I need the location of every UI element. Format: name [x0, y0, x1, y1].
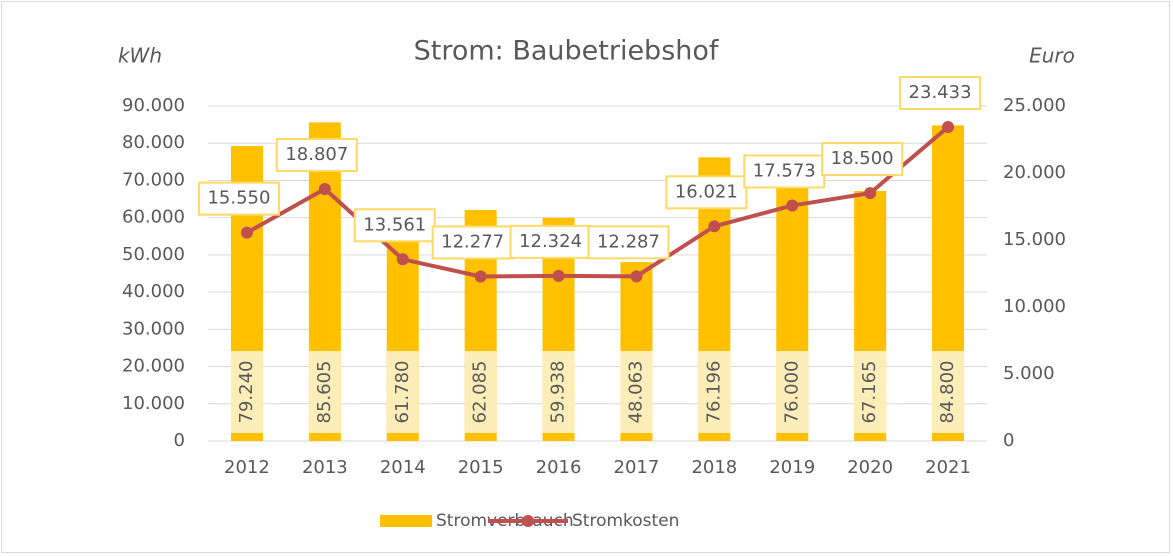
- line-marker: [942, 120, 955, 133]
- y-tick-label: 90.000: [122, 95, 185, 116]
- y-tick-label: 40.000: [122, 281, 185, 302]
- y2-tick-label: 0: [1003, 430, 1014, 451]
- line-marker: [708, 220, 721, 233]
- bar-label: 48.063: [625, 361, 646, 424]
- line-label: 12.324: [519, 231, 582, 252]
- y-tick-label: 10.000: [122, 393, 185, 414]
- bar-label-box: [932, 351, 965, 433]
- y-tick-label: 60.000: [122, 207, 185, 228]
- x-tick-label: 2021: [925, 457, 971, 478]
- line-label: 12.277: [441, 231, 504, 252]
- bar-label: 59.938: [548, 361, 569, 424]
- bar-label-box: [386, 351, 419, 433]
- bar-label: 76.000: [781, 361, 802, 424]
- bar-label: 79.240: [236, 361, 257, 424]
- line-label: 18.807: [285, 144, 348, 165]
- line-marker: [864, 187, 877, 200]
- bar-label-box: [464, 351, 497, 433]
- bar-label-box: [698, 351, 731, 433]
- x-tick-label: 2015: [458, 457, 504, 478]
- line-marker: [240, 226, 253, 239]
- bar-label: 76.196: [703, 361, 724, 424]
- line-label: 18.500: [831, 148, 894, 169]
- bar-label: 61.780: [392, 361, 413, 424]
- y2-axis-label: Euro: [1029, 44, 1075, 68]
- line-label: 23.433: [909, 82, 972, 103]
- line-label-box: [587, 225, 670, 260]
- y2-tick-label: 25.000: [1003, 95, 1066, 116]
- bar-label: 85.605: [314, 361, 335, 424]
- line-marker: [474, 270, 487, 283]
- legend-marker: [522, 515, 534, 527]
- legend-swatch: [380, 515, 432, 527]
- line-marker: [630, 270, 643, 283]
- y-tick-label: 70.000: [122, 169, 185, 190]
- x-tick-label: 2013: [302, 457, 348, 478]
- legend-label: Stromkosten: [572, 511, 679, 531]
- line-label-box: [197, 181, 280, 216]
- y-axis-label: kWh: [118, 44, 162, 68]
- x-tick-label: 2019: [769, 457, 815, 478]
- y-tick-label: 50.000: [122, 244, 185, 265]
- line-marker: [786, 199, 799, 212]
- line-label: 12.287: [597, 231, 660, 252]
- bar-label: 84.800: [937, 361, 958, 424]
- line-label-box: [743, 154, 826, 189]
- line-label: 16.021: [675, 181, 738, 202]
- y-tick-label: 20.000: [122, 356, 185, 377]
- bar-label: 62.085: [470, 361, 491, 424]
- x-tick-label: 2017: [614, 457, 660, 478]
- x-tick-label: 2012: [224, 457, 270, 478]
- line-label-box: [665, 175, 748, 210]
- bar-label: 67.165: [859, 361, 880, 424]
- x-tick-label: 2020: [847, 457, 893, 478]
- line-label-box: [899, 75, 982, 110]
- bar-label-box: [620, 351, 653, 433]
- y2-tick-label: 15.000: [1003, 229, 1066, 250]
- bar-label-box: [776, 351, 809, 433]
- y-tick-label: 80.000: [122, 132, 185, 153]
- y2-tick-label: 20.000: [1003, 162, 1066, 183]
- y-tick-label: 30.000: [122, 318, 185, 339]
- line-marker: [318, 182, 331, 195]
- line-marker: [552, 269, 565, 282]
- line-label-box: [275, 137, 358, 172]
- y2-tick-label: 10.000: [1003, 296, 1066, 317]
- x-tick-label: 2014: [380, 457, 426, 478]
- bar-label-box: [308, 351, 341, 433]
- bar-label-box: [230, 351, 263, 433]
- line-label-box: [353, 208, 436, 243]
- line-label-box: [821, 142, 904, 177]
- y2-tick-label: 5.000: [1003, 363, 1055, 384]
- bar-label-box: [854, 351, 887, 433]
- line-label: 15.550: [207, 188, 270, 209]
- y-tick-label: 0: [174, 430, 185, 451]
- line-label: 17.573: [753, 161, 816, 182]
- chart-title: Strom: Baubetriebshof: [414, 36, 720, 67]
- x-tick-label: 2018: [691, 457, 737, 478]
- line-label: 13.561: [363, 214, 426, 235]
- bar-label-box: [542, 351, 575, 433]
- line-marker: [396, 253, 409, 266]
- x-tick-label: 2016: [536, 457, 582, 478]
